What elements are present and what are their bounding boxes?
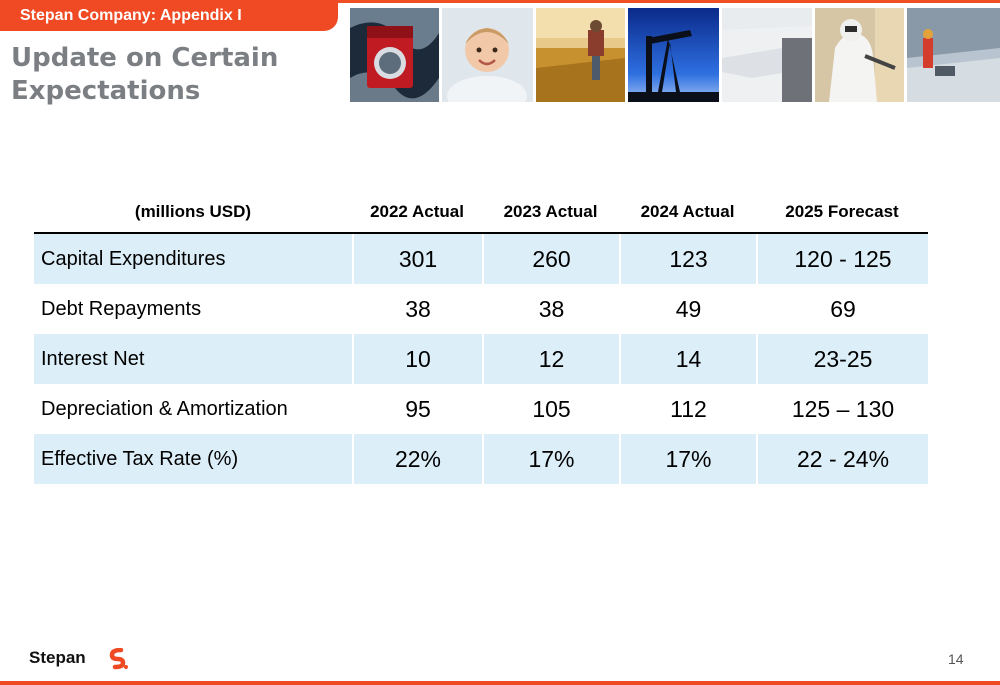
cell-value: 123 (619, 234, 756, 284)
cell-value: 112 (619, 384, 756, 434)
baby-photo (442, 8, 533, 102)
cell-value: 22 - 24% (756, 434, 928, 484)
header-2023: 2023 Actual (482, 192, 619, 234)
bottom-accent-bar (0, 681, 1000, 685)
cell-value: 17% (619, 434, 756, 484)
table-row: Capital Expenditures 301 260 123 120 - 1… (34, 234, 928, 284)
table-header-row: (millions USD) 2022 Actual 2023 Actual 2… (34, 192, 928, 234)
cell-value: 105 (482, 384, 619, 434)
cell-value: 38 (482, 284, 619, 334)
washing-machine-photo (350, 8, 439, 102)
top-accent-line (0, 0, 1000, 3)
cell-value: 12 (482, 334, 619, 384)
cell-value: 23-25 (756, 334, 928, 384)
photo-strip (350, 8, 1000, 102)
cell-value: 301 (352, 234, 482, 284)
cell-value: 69 (756, 284, 928, 334)
spray-foam-worker-photo (815, 8, 904, 102)
row-label: Effective Tax Rate (%) (34, 434, 352, 484)
stepan-logo-icon (109, 648, 128, 670)
oil-pump-photo (628, 8, 719, 102)
table-row: Depreciation & Amortization 95 105 112 1… (34, 384, 928, 434)
table-row: Debt Repayments 38 38 49 69 (34, 284, 928, 334)
cell-value: 49 (619, 284, 756, 334)
expectations-table: (millions USD) 2022 Actual 2023 Actual 2… (34, 192, 928, 484)
roof-insulation-photo (722, 8, 812, 102)
table-row: Effective Tax Rate (%) 22% 17% 17% 22 - … (34, 434, 928, 484)
cell-value: 38 (352, 284, 482, 334)
row-label: Debt Repayments (41, 297, 202, 320)
row-label: Depreciation & Amortization (41, 397, 288, 420)
cell-value: 14 (619, 334, 756, 384)
header-2024: 2024 Actual (619, 192, 756, 234)
cell-value: 125 – 130 (756, 384, 928, 434)
section-badge: Stepan Company: Appendix I (0, 0, 338, 31)
cell-value: 17% (482, 434, 619, 484)
floor-construction-photo (907, 8, 1000, 102)
cell-value: 22% (352, 434, 482, 484)
cell-value: 10 (352, 334, 482, 384)
page-title: Update on Certain Expectations (11, 43, 279, 106)
header-2025: 2025 Forecast (756, 192, 928, 234)
wheat-field-farmer-photo (536, 8, 625, 102)
header-2022: 2022 Actual (352, 192, 482, 234)
cell-value: 95 (352, 384, 482, 434)
cell-value: 260 (482, 234, 619, 284)
stepan-logo-text: Stepan (29, 648, 86, 667)
header-label: (millions USD) (34, 192, 352, 234)
row-label: Interest Net (34, 334, 352, 384)
page-number: 14 (948, 651, 964, 667)
row-label: Capital Expenditures (34, 234, 352, 284)
table-row: Interest Net 10 12 14 23-25 (34, 334, 928, 384)
cell-value: 120 - 125 (756, 234, 928, 284)
